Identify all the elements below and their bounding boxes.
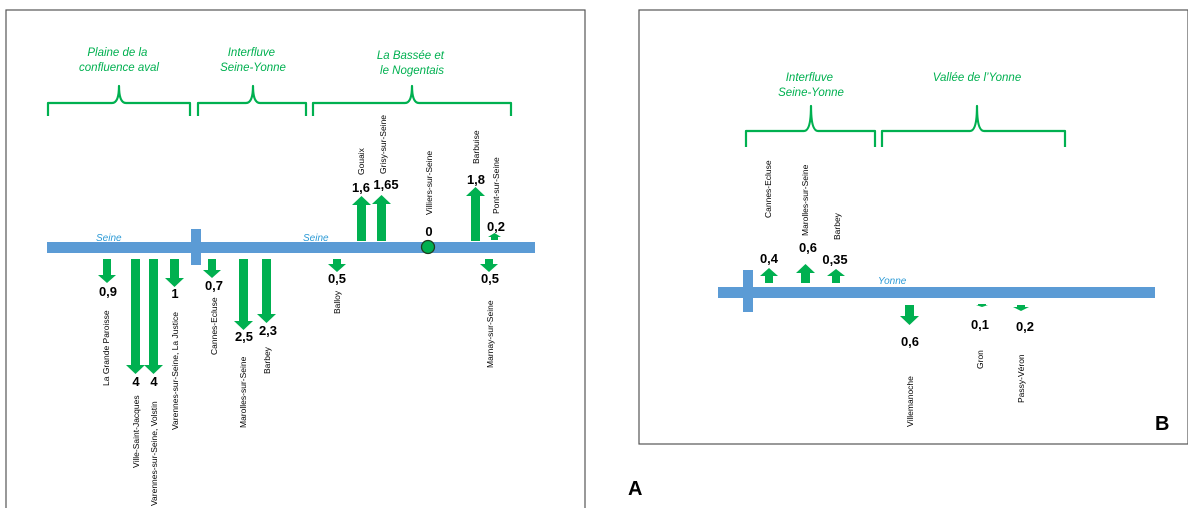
panel-label-b: B [1155,413,1169,435]
arrow-b-villemanoche [900,305,919,325]
panel-b-frame [638,9,1188,445]
brace-bassee-nogentais [311,84,513,116]
value-b-cannes-ecluse: 0,4 [760,251,779,266]
region-vallee-yonne: Vallée de l’Yonne [933,72,1021,84]
region-line: Plaine de la [87,47,147,59]
panel-b: Yonne Interfluve Seine-Yonne Vallée de l… [638,9,1188,445]
value-la-grande-paroisse: 0,9 [99,284,117,299]
panel-a-frame [5,9,586,508]
site-b-passy-veron: Passy-Véron [1016,354,1026,403]
value-b-gron: 0,1 [971,317,989,332]
villiers-sur-seine-marker [420,239,436,255]
arrow-balloy [328,259,346,272]
value-marnay-sur-seine: 0,5 [481,271,499,286]
region-bassee-nogentais: La Bassée et le Nogentais [377,50,447,77]
brace-interfluve-seine-yonne [196,84,308,116]
region-line: Seine-Yonne [778,87,844,99]
yonne-confluence-marker [191,229,201,265]
arrow-cannes-ecluse [203,259,221,278]
site-villiers-sur-seine: Villiers-sur-Seine [424,151,434,215]
value-pont-sur-seine: 0,2 [487,219,505,234]
value-b-barbey: 0,35 [822,252,847,267]
arrow-varennes-volstin [144,259,163,374]
region-line: Vallée de l’Yonne [933,72,1021,84]
site-gouaix: Gouaix [356,147,366,175]
yonne-river [718,287,1155,298]
site-grisy-sur-seine: Grisy-sur-Seine [378,115,388,174]
brace-interfluve-seine-yonne-b [744,104,877,147]
value-ville-saint-jacques: 4 [132,374,140,389]
region-line: confluence aval [79,62,159,74]
region-plaine-confluence-aval: Plaine de la confluence aval [79,47,159,74]
value-villiers-sur-seine: 0 [425,224,432,239]
river-label-seine-west: Seine [96,233,122,244]
arrow-la-grande-paroisse [98,259,116,283]
value-grisy-sur-seine: 1,65 [373,177,398,192]
site-cannes-ecluse: Cannes-Ecluse [209,297,219,355]
arrow-marolles-sur-seine [234,259,253,330]
brace-vallee-yonne [880,104,1067,147]
value-barbey: 2,3 [259,323,277,338]
arrow-b-cannes-ecluse [760,268,778,283]
panel-a: Seine Seine Plaine de la confluence aval… [5,9,586,508]
value-marolles-sur-seine: 2,5 [235,329,253,344]
site-marnay-sur-seine: Marnay-sur-Seine [485,300,495,368]
site-b-gron: Gron [975,350,985,369]
region-line: Interfluve [786,72,833,84]
region-line: La Bassée et [377,50,445,62]
value-b-marolles-sur-seine: 0,6 [799,240,817,255]
arrow-grisy-sur-seine [372,195,391,241]
value-barbuise: 1,8 [467,172,485,187]
seine-river [47,242,535,253]
value-varennes-la-justice: 1 [171,286,178,301]
region-interfluve-seine-yonne: Interfluve Seine-Yonne [220,47,286,74]
arrow-barbey [257,259,276,323]
arrow-gouaix [352,196,371,241]
site-varennes-la-justice: Varennes-sur-Seine, La Justice [170,312,180,430]
region-line: le Nogentais [380,65,444,77]
region-line: Interfluve [228,47,275,59]
site-barbey: Barbey [262,346,272,374]
arrow-b-marolles-sur-seine [796,264,815,283]
site-barbuise: Barbuise [471,130,481,164]
site-pont-sur-seine: Pont-sur-Seine [491,157,501,214]
panel-label-a: A [628,478,642,500]
site-b-villemanoche: Villemanoche [905,376,915,427]
value-b-villemanoche: 0,6 [901,334,919,349]
arrow-b-passy-veron [1013,305,1029,311]
brace-plaine-confluence-aval [46,84,192,116]
seine-confluence-marker [743,270,753,312]
arrow-varennes-la-justice [165,259,184,287]
site-la-grande-paroisse: La Grande Paroisse [101,310,111,386]
site-b-marolles-sur-seine: Marolles-sur-Seine [800,164,810,236]
value-b-passy-veron: 0,2 [1016,319,1034,334]
site-ville-saint-jacques: Ville-Saint-Jacques [131,395,141,468]
arrow-b-barbey [827,269,845,283]
value-balloy: 0,5 [328,271,346,286]
arrow-marnay-sur-seine [480,259,498,272]
value-varennes-volstin: 4 [150,374,158,389]
arrow-barbuise [466,187,485,241]
arrow-ville-saint-jacques [126,259,145,374]
arrow-pont-sur-seine [488,233,501,240]
river-label-seine-east: Seine [303,233,329,244]
site-b-barbey: Barbey [832,212,842,240]
site-balloy: Balloy [332,290,342,314]
arrow-b-gron [976,304,988,307]
value-cannes-ecluse: 0,7 [205,278,223,293]
region-line: Seine-Yonne [220,62,286,74]
value-gouaix: 1,6 [352,180,370,195]
river-label-yonne: Yonne [878,276,907,287]
site-b-cannes-ecluse: Cannes-Ecluse [763,160,773,218]
site-varennes-volstin: Varennes-sur-Seine, Volstin [149,401,159,506]
region-interfluve-seine-yonne-b: Interfluve Seine-Yonne [778,72,844,99]
site-marolles-sur-seine: Marolles-sur-Seine [238,356,248,428]
